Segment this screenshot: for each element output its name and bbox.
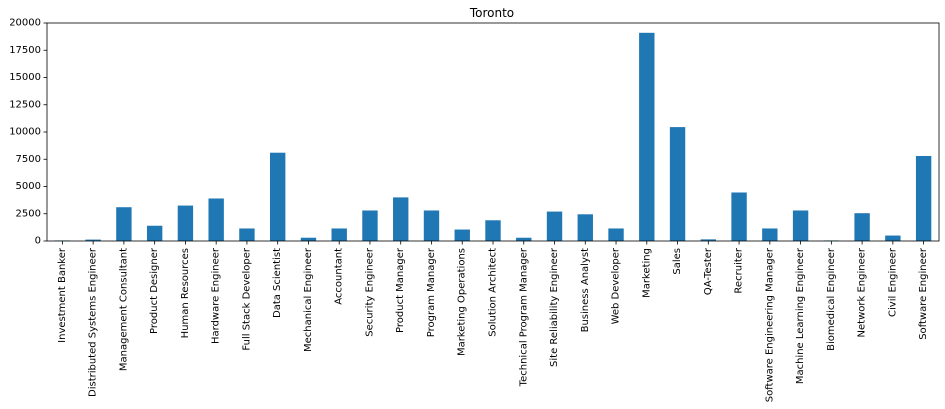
bar-17	[577, 214, 593, 241]
x-tick-label-3: Product Designer	[149, 247, 160, 334]
x-tick-label-26: Network Engineer	[857, 247, 868, 337]
x-tick-label-17: Business Analyst	[580, 248, 591, 332]
bar-24	[792, 210, 809, 241]
bar-14	[485, 220, 501, 241]
x-tick-label-19: Marketing	[641, 248, 652, 298]
y-tick-label-1: 2500	[16, 208, 41, 219]
bar-11	[393, 197, 409, 241]
plot-frame	[46, 22, 940, 242]
x-tick-label-12: Program Manager	[426, 247, 437, 337]
x-tick-label-0: Investment Banker	[57, 247, 68, 343]
bar-19	[639, 32, 655, 242]
bar-1	[85, 239, 101, 241]
bar-12	[423, 210, 440, 241]
y-tick-label-0: 0	[35, 236, 41, 247]
x-tick-label-4: Human Resources	[180, 248, 191, 338]
x-tick-label-2: Management Consultant	[118, 248, 129, 371]
y-tick-label-3: 7500	[16, 154, 41, 165]
x-tick-label-1: Distributed Systems Engineer	[88, 247, 99, 397]
y-tick-label-8: 20000	[9, 18, 41, 29]
x-tick-label-18: Web Developer	[611, 247, 622, 324]
bar-20	[669, 127, 686, 241]
y-tick-label-5: 12500	[9, 99, 41, 110]
x-tick-label-9: Accountant	[334, 248, 345, 305]
x-tick-label-28: Software Engineer	[918, 247, 929, 340]
y-tick-label-7: 17500	[9, 45, 41, 56]
x-tick-label-23: Software Engineering Manager	[764, 247, 775, 402]
x-tick-label-27: Civil Engineer	[887, 247, 898, 317]
bar-22	[731, 192, 747, 241]
bar-4	[177, 205, 194, 241]
y-tick-label-2: 5000	[16, 181, 41, 192]
bar-10	[362, 210, 378, 241]
bar-26	[854, 213, 870, 241]
x-tick-label-6: Full Stack Developer	[241, 247, 252, 350]
x-tick-label-8: Mechanical Engineer	[303, 247, 314, 352]
x-tick-label-13: Marketing Operations	[457, 248, 468, 356]
x-tick-label-22: Recruiter	[734, 247, 745, 293]
bar-21	[700, 239, 716, 241]
x-tick-label-24: Machine Learning Engineer	[795, 247, 806, 384]
chart-title: Toronto	[469, 6, 514, 20]
bar-28	[915, 155, 932, 241]
x-tick-label-11: Product Manager	[395, 247, 406, 333]
bar-6	[239, 228, 255, 241]
bar-5	[208, 198, 224, 241]
bar-3	[146, 225, 163, 241]
bar-18	[608, 228, 624, 241]
y-tick-label-4: 10000	[9, 127, 41, 138]
bar-8	[300, 237, 317, 241]
bar-2	[116, 207, 132, 241]
x-tick-label-20: Sales	[672, 248, 683, 275]
x-tick-label-25: Biomedical Engineer	[826, 247, 837, 351]
bar-15	[516, 237, 532, 241]
x-tick-label-7: Data Scientist	[272, 248, 283, 318]
x-tick-label-14: Solution Architect	[488, 248, 499, 337]
bar-23	[762, 228, 778, 241]
bars-group	[54, 32, 932, 242]
x-tick-label-16: Site Reliability Engineer	[549, 247, 560, 367]
bar-7	[270, 152, 286, 241]
x-axis: Investment Banker Distributed Systems Eng…	[57, 241, 929, 402]
y-axis: 0 2500 5000 7500 10000 12500 15000 17500 20000	[9, 18, 47, 247]
x-tick-label-5: Hardware Engineer	[211, 247, 222, 344]
bar-13	[454, 229, 470, 241]
bar-9	[331, 228, 347, 241]
bar-16	[546, 211, 563, 241]
bar-27	[885, 235, 901, 241]
x-tick-label-10: Security Engineer	[364, 247, 375, 337]
y-tick-label-6: 15000	[9, 72, 41, 83]
x-tick-label-21: QA-Tester	[703, 247, 714, 295]
x-tick-label-15: Technical Program Manager	[518, 247, 529, 387]
